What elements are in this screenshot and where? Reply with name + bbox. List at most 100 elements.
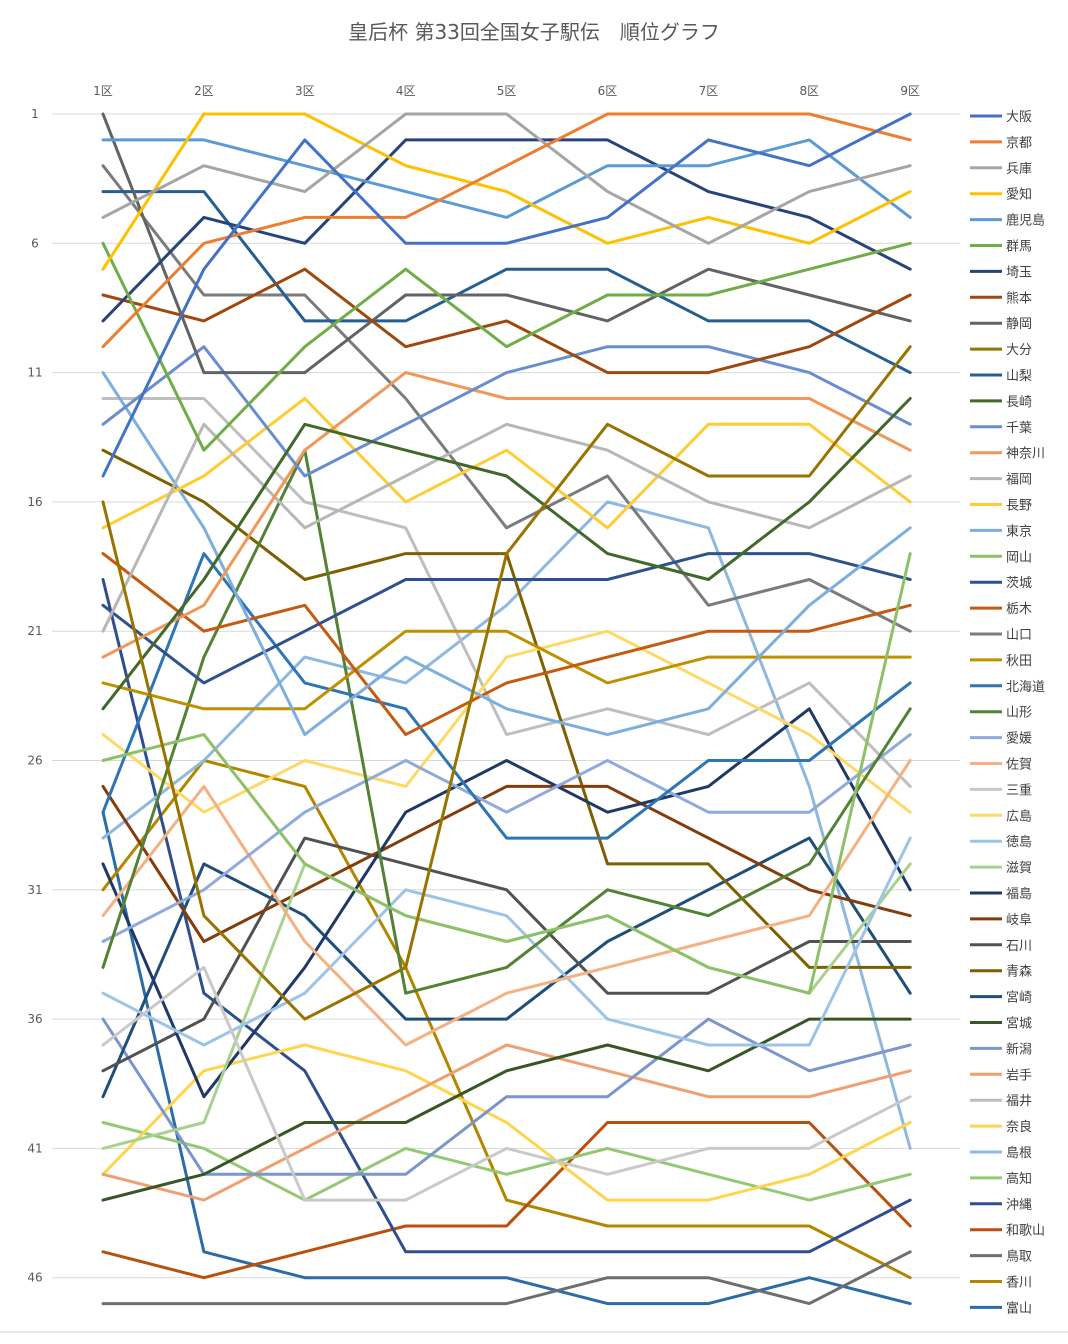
legend-label: 広島: [1006, 809, 1032, 824]
y-tick-label: 1: [31, 107, 39, 121]
legend-label: 長崎: [1006, 395, 1032, 410]
legend-label: 兵庫: [1006, 162, 1032, 177]
series-line-26: [101, 759, 912, 1047]
legend-label: 愛媛: [1006, 732, 1032, 747]
x-tick-label: 8区: [799, 84, 819, 98]
legend-label: 香川: [1006, 1276, 1032, 1291]
legend-label: 岩手: [1006, 1068, 1032, 1083]
series-line-16: [101, 397, 912, 530]
y-tick-label: 6: [31, 236, 39, 250]
legend-label: 熊本: [1006, 290, 1032, 306]
legend-label: 埼玉: [1006, 265, 1032, 280]
legend-label: 山口: [1006, 628, 1032, 643]
legend-label: 徳島: [1006, 835, 1032, 850]
legend-label: 静岡: [1006, 317, 1032, 332]
series-line-8: [101, 267, 912, 375]
x-tick-label: 2区: [194, 84, 214, 98]
series-line-10: [101, 345, 912, 1021]
legend-label: 新潟: [1006, 1041, 1032, 1057]
series-line-29: [101, 836, 912, 1047]
y-tick-label: 46: [27, 1271, 42, 1285]
y-tick-label: 21: [27, 624, 42, 638]
series-line-19: [101, 552, 912, 685]
series-line-40: [101, 1043, 912, 1202]
series-line-39: [101, 397, 912, 788]
legend-label: 鹿児島: [1006, 213, 1045, 229]
legend-label: 北海道: [1006, 680, 1045, 695]
legend-label: 福島: [1006, 887, 1032, 902]
legend-label: 佐賀: [1006, 758, 1032, 773]
series-line-46: [101, 759, 912, 1280]
series-line-20: [101, 552, 912, 737]
series-line-38: [101, 1043, 912, 1202]
legend-label: 愛知: [1006, 187, 1032, 203]
y-tick-label: 26: [27, 754, 42, 768]
series-line-17: [101, 371, 912, 737]
x-tick-label: 5区: [497, 84, 517, 98]
series-line-33: [101, 836, 912, 1073]
series-line-37: [101, 1017, 912, 1176]
series-line-35: [101, 836, 912, 1099]
legend-label: 群馬: [1006, 240, 1032, 255]
legend-label: 福岡: [1006, 473, 1032, 488]
series-line-15: [101, 422, 912, 633]
x-tick-label: 6区: [598, 84, 618, 98]
legend-label: 青森: [1006, 965, 1032, 980]
series-lines: [101, 112, 912, 1306]
legend-label: 長野: [1006, 499, 1032, 514]
y-tick-label: 41: [27, 1141, 42, 1155]
legend-label: 石川: [1006, 939, 1032, 954]
legend: 大阪京都兵庫愛知鹿児島群馬埼玉熊本静岡大分山梨長崎千葉神奈川福岡長野東京岡山茨城…: [970, 110, 1045, 1316]
legend-label: 岐阜: [1006, 912, 1032, 928]
series-line-25: [101, 733, 912, 943]
legend-label: 神奈川: [1006, 447, 1045, 462]
series-line-12: [101, 397, 912, 711]
series-line-1: [101, 112, 912, 478]
legend-label: 高知: [1006, 1171, 1032, 1187]
legend-label: 栃木: [1006, 602, 1032, 617]
series-line-24: [101, 448, 912, 995]
series-line-9: [101, 112, 912, 375]
legend-label: 和歌山: [1006, 1224, 1045, 1239]
x-tick-label: 9区: [900, 84, 920, 98]
legend-label: 鳥取: [1006, 1250, 1032, 1265]
series-line-5: [101, 138, 912, 219]
legend-label: 島根: [1006, 1146, 1032, 1161]
legend-label: 福井: [1006, 1094, 1032, 1109]
series-line-47: [101, 810, 912, 1306]
legend-label: 滋賀: [1006, 861, 1032, 876]
x-tick-label: 4区: [396, 84, 416, 98]
legend-label: 京都: [1006, 136, 1032, 151]
y-tick-label: 31: [27, 883, 42, 897]
legend-label: 大阪: [1006, 110, 1032, 125]
x-axis-ticks: 1区 2区 3区 4区 5区 6区 7区 8区 9区: [93, 84, 920, 98]
series-line-42: [101, 1121, 912, 1202]
series-line-27: [101, 965, 912, 1202]
legend-label: 千葉: [1006, 421, 1032, 436]
y-tick-label: 11: [27, 366, 42, 380]
legend-label: 宮崎: [1006, 990, 1032, 1006]
x-tick-label: 7区: [699, 84, 719, 98]
series-line-14: [101, 371, 912, 659]
legend-label: 茨城: [1006, 576, 1032, 591]
legend-label: 岡山: [1006, 550, 1032, 565]
legend-label: 山形: [1006, 706, 1032, 721]
legend-label: 沖縄: [1006, 1198, 1032, 1213]
series-line-28: [101, 629, 912, 814]
series-line-36: [101, 1017, 912, 1202]
y-tick-label: 16: [27, 495, 42, 509]
series-line-2: [101, 112, 912, 349]
series-line-44: [101, 1121, 912, 1280]
series-line-43: [101, 578, 912, 1254]
legend-label: 山梨: [1006, 369, 1032, 384]
series-line-45: [101, 1250, 912, 1306]
legend-label: 奈良: [1006, 1119, 1032, 1135]
y-tick-label: 36: [27, 1012, 42, 1026]
legend-label: 東京: [1006, 523, 1032, 539]
series-line-21: [101, 164, 912, 633]
chart-title: 皇后杯 第33回全国女子駅伝 順位グラフ: [348, 20, 720, 44]
series-line-6: [101, 241, 912, 452]
